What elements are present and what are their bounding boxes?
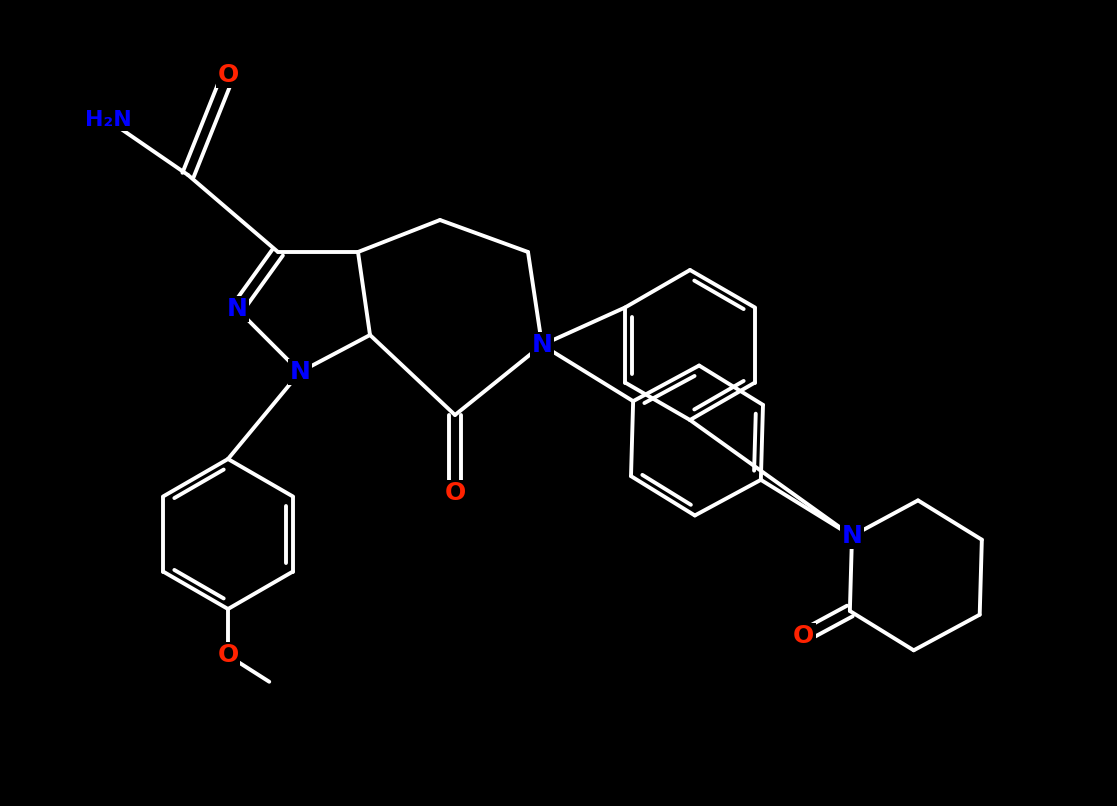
Text: O: O [218, 643, 239, 667]
Text: O: O [793, 624, 814, 648]
Text: N: N [532, 333, 553, 357]
Text: N: N [227, 297, 248, 321]
Text: N: N [227, 297, 248, 321]
Text: O: O [445, 481, 466, 505]
Text: N: N [841, 524, 862, 548]
Text: H₂N: H₂N [85, 110, 132, 130]
Text: O: O [445, 481, 466, 505]
Text: N: N [841, 524, 862, 548]
Text: O: O [218, 63, 239, 87]
Text: N: N [532, 333, 553, 357]
Text: N: N [289, 360, 311, 384]
Text: O: O [218, 63, 239, 87]
Text: O: O [793, 624, 814, 648]
Text: O: O [218, 643, 239, 667]
Text: H₂N: H₂N [85, 110, 132, 130]
Text: N: N [289, 360, 311, 384]
